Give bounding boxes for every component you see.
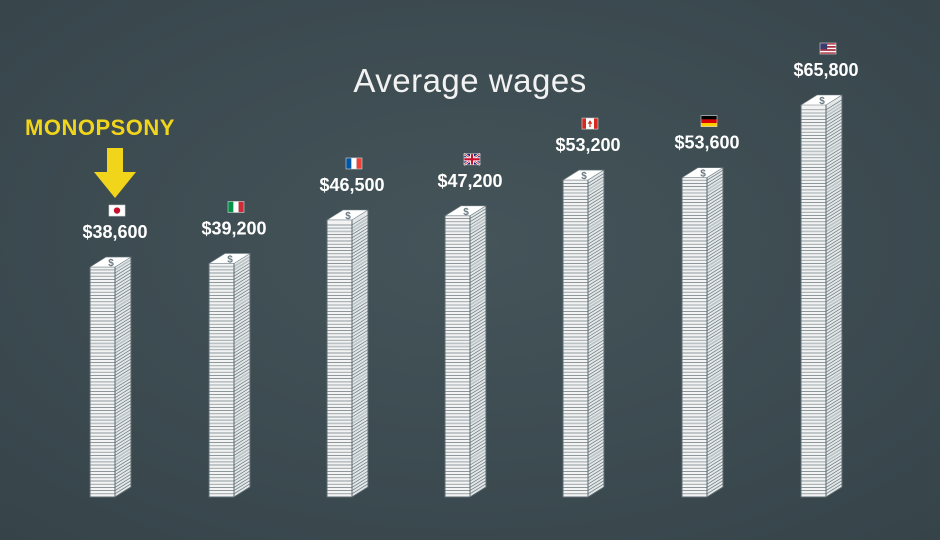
dollar-icon: $ [108,258,114,269]
value-label: $65,800 [793,60,858,80]
monopsony-callout: MONOPSONY [25,115,175,140]
it-flag-icon [227,201,245,213]
bar-united-states: $ [799,94,844,498]
jp-flag-icon [108,204,126,217]
bar-italy: $ [207,253,252,498]
de-flag-icon [700,115,718,127]
dollar-icon: $ [581,171,587,182]
us-flag-icon [819,42,837,55]
bar-germany: $ [680,167,725,498]
fr-flag-icon [345,157,363,170]
bar-france: $ [325,209,370,498]
value-label: $39,200 [201,218,266,238]
ca-flag-icon [581,117,599,130]
bar-united-kingdom: $ [443,205,488,498]
dollar-icon: $ [345,211,351,222]
dollar-icon: $ [819,96,825,107]
gb-flag-icon [463,152,481,166]
value-label: $53,600 [674,133,739,153]
value-label: $38,600 [82,222,147,242]
value-label: $46,500 [319,175,384,195]
bar-canada: $ [561,169,606,498]
dollar-icon: $ [463,207,469,218]
down-arrow-icon [94,148,136,198]
value-label: $53,200 [555,135,620,155]
bar-japan: $ [88,256,133,498]
value-label: $47,200 [437,171,502,191]
chart-title: Average wages [353,62,587,99]
dollar-icon: $ [227,254,233,265]
dollar-icon: $ [700,169,706,180]
